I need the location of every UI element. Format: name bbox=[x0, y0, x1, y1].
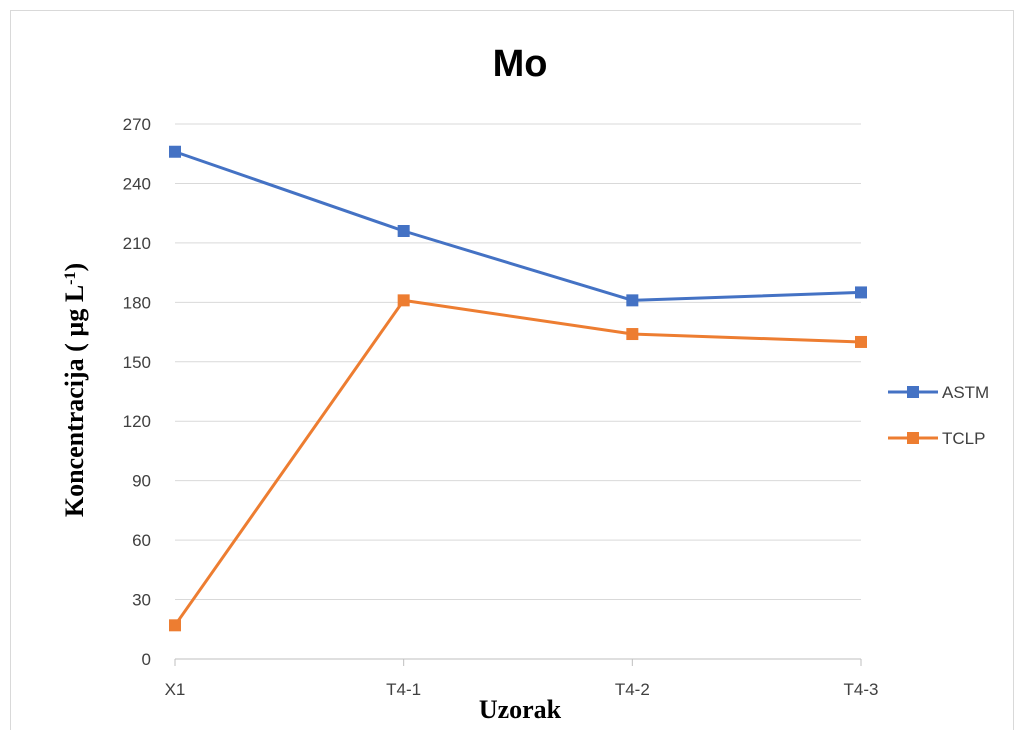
series-line-astm bbox=[174, 150, 862, 302]
x-tick-label: X1 bbox=[165, 680, 186, 699]
y-tick-label: 120 bbox=[123, 412, 151, 431]
x-tick-label: T4-2 bbox=[615, 680, 650, 699]
x-tick-label: T4-3 bbox=[844, 680, 879, 699]
chart-title: Mo bbox=[493, 43, 548, 85]
gridlines bbox=[175, 123, 861, 601]
data-point-astm bbox=[626, 294, 639, 307]
series-group bbox=[169, 145, 867, 632]
legend-marker bbox=[907, 432, 919, 444]
y-tick-label: 60 bbox=[132, 531, 151, 550]
y-tick-label: 90 bbox=[132, 472, 151, 491]
axes bbox=[174, 658, 862, 666]
x-tick-label: T4-1 bbox=[386, 680, 421, 699]
y-axis-label-sup: -1 bbox=[62, 272, 79, 285]
data-point-astm bbox=[397, 225, 410, 237]
legend-item-astm: ASTM bbox=[888, 383, 989, 402]
y-axis-label-main: Koncentracija ( µg L bbox=[60, 285, 89, 517]
data-point-astm bbox=[169, 145, 181, 158]
y-tick-label: 0 bbox=[142, 650, 151, 669]
legend-item-tclp: TCLP bbox=[888, 429, 985, 448]
y-tick-label: 240 bbox=[123, 174, 151, 193]
y-tick-label: 180 bbox=[123, 293, 151, 312]
y-tick-label: 210 bbox=[123, 234, 151, 253]
data-point-tclp bbox=[855, 335, 867, 348]
series-line-tclp bbox=[173, 298, 862, 627]
y-axis-label-end: ) bbox=[60, 263, 89, 272]
data-point-tclp bbox=[169, 619, 181, 632]
y-axis-label: Koncentracija ( µg L-1) bbox=[60, 263, 89, 517]
x-tick-labels: X1 T4-1 T4-2 T4-3 bbox=[165, 680, 879, 699]
legend-label: ASTM bbox=[942, 383, 989, 402]
y-tick-label: 150 bbox=[123, 353, 151, 372]
y-tick-labels: 0 30 60 90 120 150 180 210 240 270 bbox=[123, 115, 151, 669]
legend-marker bbox=[907, 386, 919, 398]
data-point-tclp bbox=[397, 294, 410, 307]
y-tick-label: 270 bbox=[123, 115, 151, 134]
data-point-tclp bbox=[626, 328, 639, 341]
x-axis-label: Uzorak bbox=[479, 695, 562, 724]
y-tick-label: 30 bbox=[132, 591, 151, 610]
data-point-astm bbox=[855, 286, 867, 299]
legend: ASTM TCLP bbox=[888, 383, 989, 448]
chart-frame bbox=[10, 10, 1014, 730]
legend-label: TCLP bbox=[942, 429, 985, 448]
